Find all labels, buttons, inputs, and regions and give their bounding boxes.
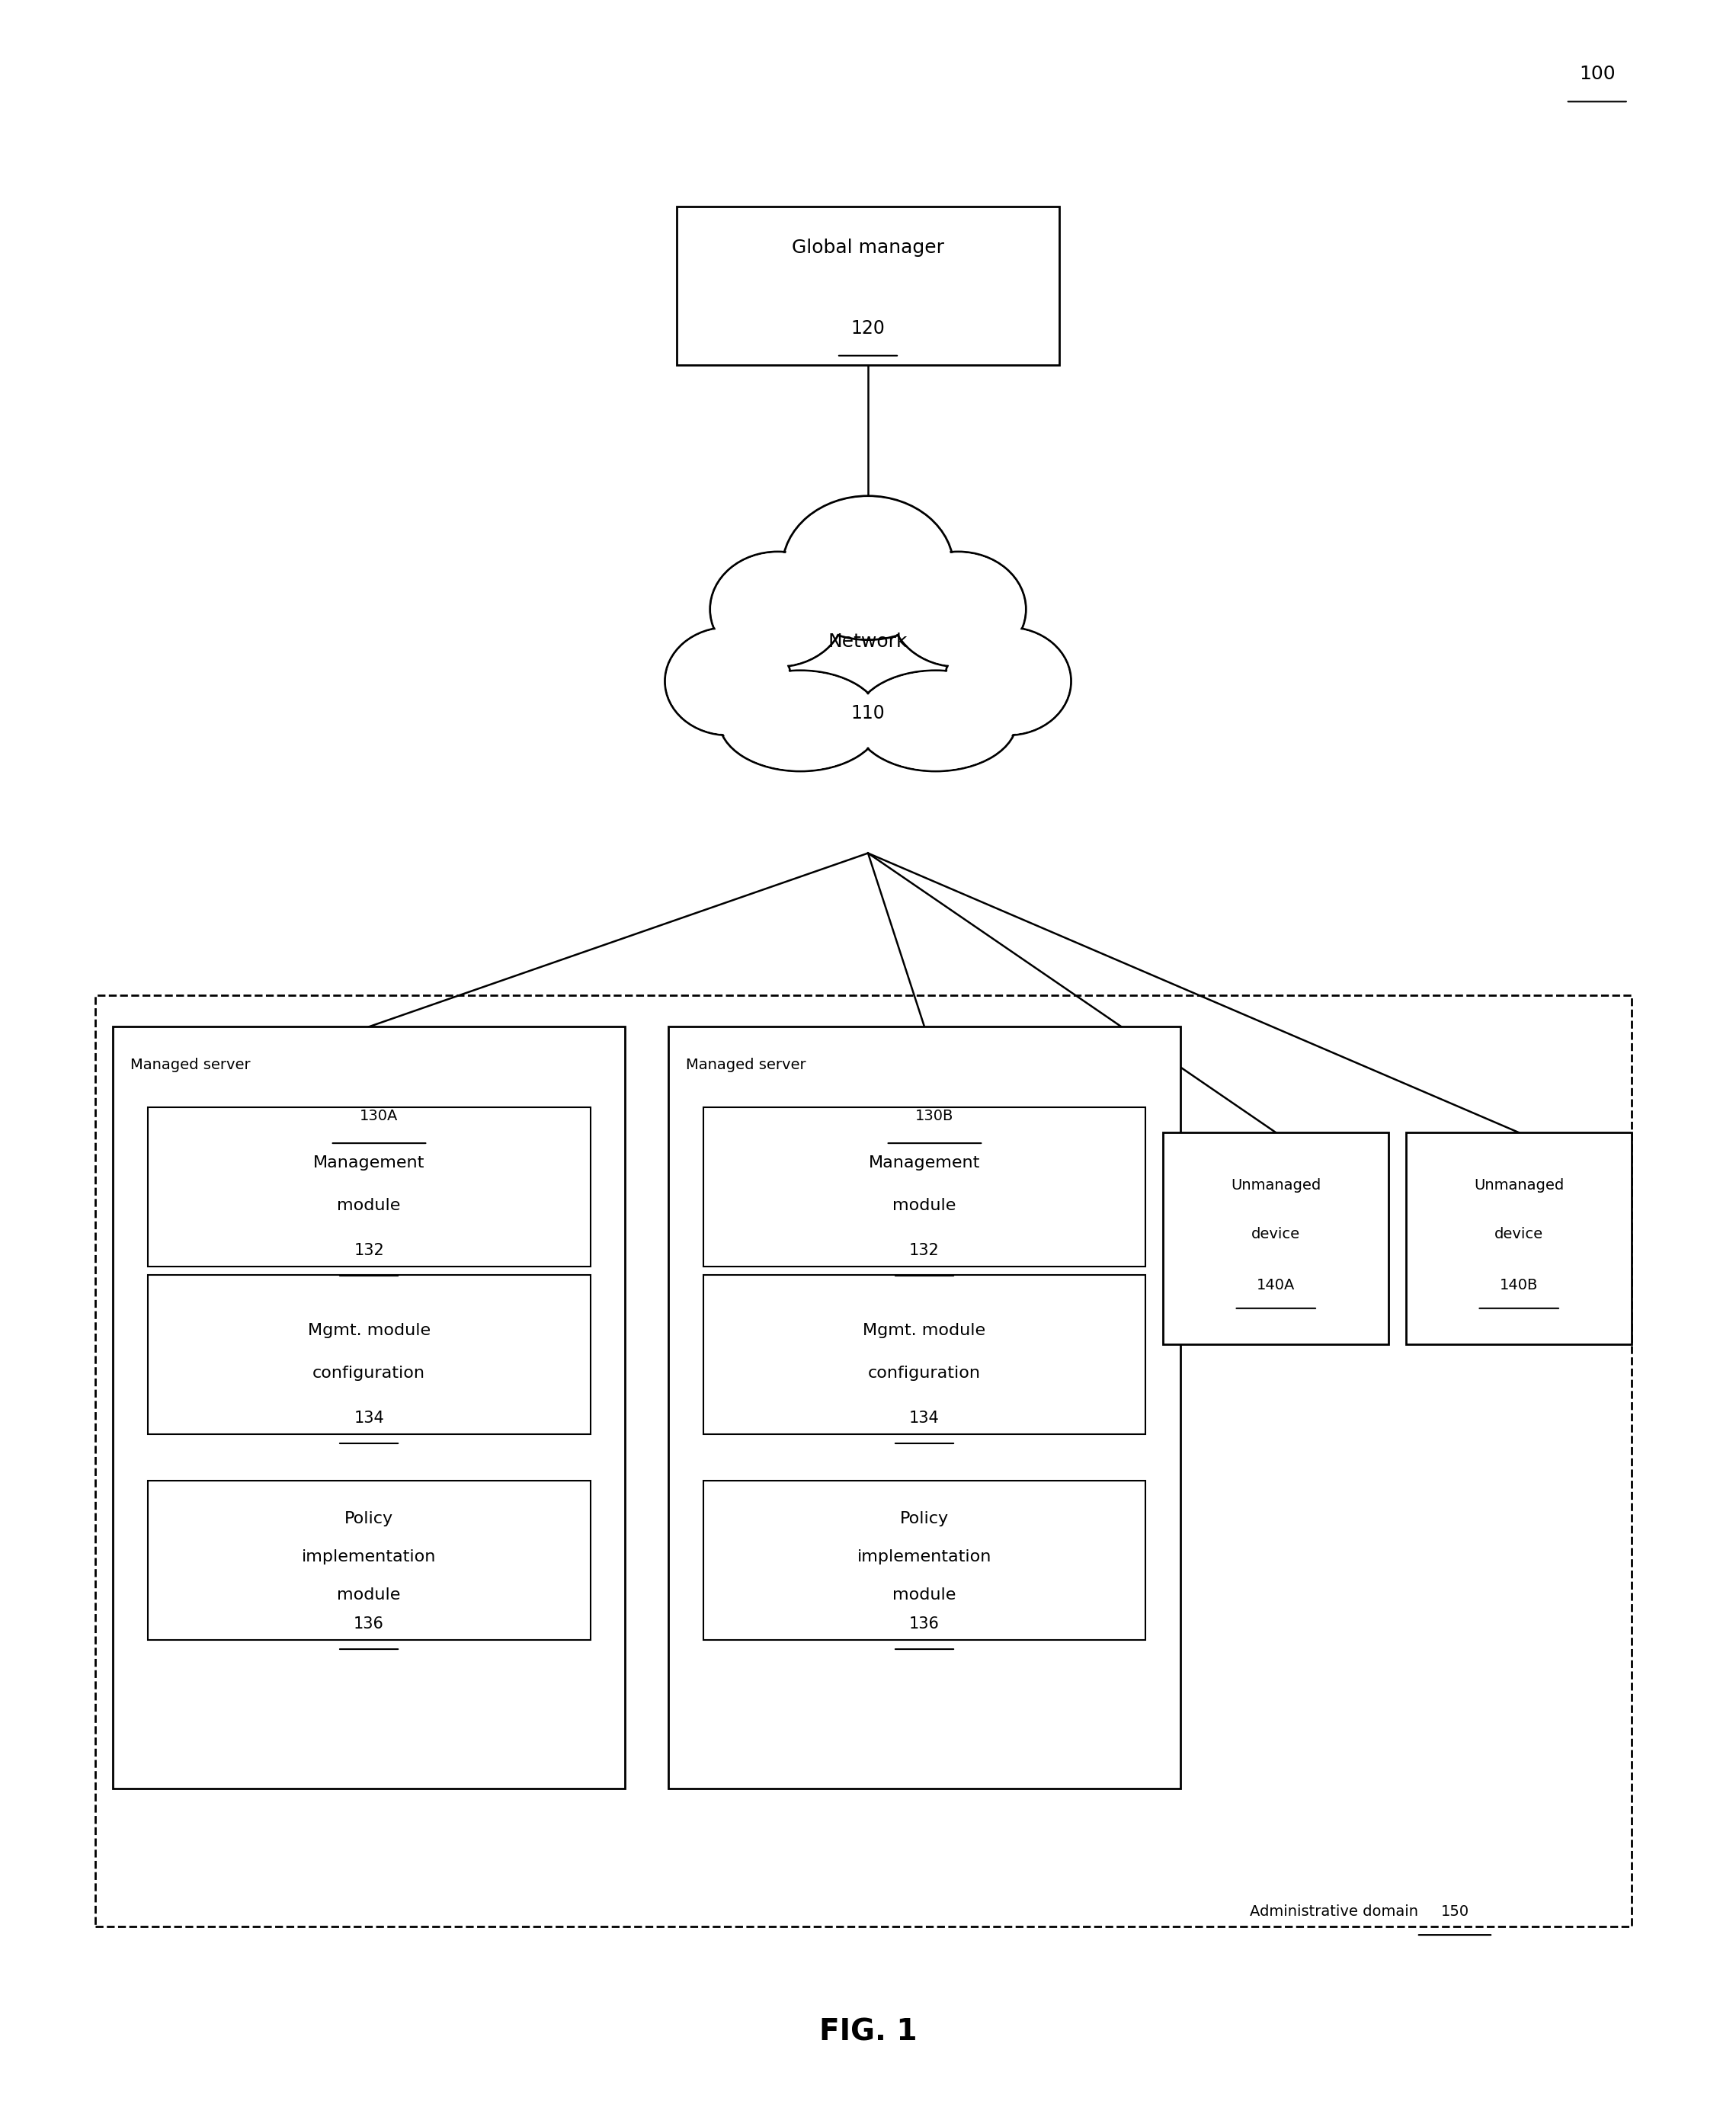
FancyBboxPatch shape	[703, 1482, 1146, 1639]
FancyBboxPatch shape	[703, 1107, 1146, 1266]
Text: 140B: 140B	[1500, 1279, 1538, 1291]
Text: 132: 132	[910, 1243, 939, 1257]
Text: Unmanaged: Unmanaged	[1474, 1179, 1564, 1192]
Ellipse shape	[720, 671, 880, 771]
Text: 134: 134	[910, 1410, 939, 1425]
Ellipse shape	[712, 553, 844, 665]
Ellipse shape	[892, 553, 1024, 665]
Text: Managed server: Managed server	[130, 1058, 250, 1071]
Ellipse shape	[667, 629, 790, 735]
Text: Unmanaged: Unmanaged	[1231, 1179, 1321, 1192]
Text: module: module	[337, 1198, 401, 1213]
Text: 130A: 130A	[359, 1109, 398, 1122]
Ellipse shape	[891, 553, 1026, 667]
Text: module: module	[337, 1588, 401, 1603]
FancyBboxPatch shape	[703, 1274, 1146, 1433]
FancyBboxPatch shape	[148, 1107, 590, 1266]
Text: module: module	[892, 1198, 957, 1213]
Text: implementation: implementation	[858, 1550, 991, 1564]
FancyBboxPatch shape	[1163, 1133, 1389, 1344]
Text: 120: 120	[851, 320, 885, 337]
Text: 140A: 140A	[1257, 1279, 1295, 1291]
Text: Management: Management	[868, 1156, 981, 1171]
Text: 136: 136	[354, 1615, 384, 1632]
Ellipse shape	[783, 495, 953, 639]
Text: configuration: configuration	[312, 1365, 425, 1380]
Text: device: device	[1252, 1228, 1300, 1241]
Text: implementation: implementation	[302, 1550, 436, 1564]
FancyBboxPatch shape	[148, 1274, 590, 1433]
Text: Policy: Policy	[899, 1512, 950, 1526]
FancyBboxPatch shape	[95, 995, 1632, 1926]
Text: Management: Management	[312, 1156, 425, 1171]
FancyBboxPatch shape	[1406, 1133, 1632, 1344]
Ellipse shape	[710, 553, 845, 667]
Text: 100: 100	[1580, 66, 1614, 83]
Text: 150: 150	[1441, 1905, 1469, 1918]
FancyBboxPatch shape	[148, 1482, 590, 1639]
FancyBboxPatch shape	[113, 1027, 625, 1789]
Text: 132: 132	[354, 1243, 384, 1257]
Text: 134: 134	[354, 1410, 384, 1425]
Text: 110: 110	[851, 705, 885, 722]
Ellipse shape	[665, 627, 792, 735]
Ellipse shape	[785, 497, 951, 639]
Ellipse shape	[854, 671, 1017, 771]
Text: FIG. 1: FIG. 1	[819, 2018, 917, 2047]
Text: 130B: 130B	[915, 1109, 953, 1122]
Text: Managed server: Managed server	[686, 1058, 806, 1071]
Text: Administrative domain: Administrative domain	[1250, 1905, 1424, 1918]
Text: Network: Network	[828, 633, 908, 650]
FancyBboxPatch shape	[677, 207, 1059, 364]
Ellipse shape	[719, 671, 882, 771]
Text: module: module	[892, 1588, 957, 1603]
Text: configuration: configuration	[868, 1365, 981, 1380]
Ellipse shape	[944, 627, 1071, 735]
Text: Mgmt. module: Mgmt. module	[307, 1323, 431, 1338]
Text: Policy: Policy	[344, 1512, 394, 1526]
Text: Mgmt. module: Mgmt. module	[863, 1323, 986, 1338]
FancyBboxPatch shape	[668, 1027, 1180, 1789]
Text: Global manager: Global manager	[792, 239, 944, 256]
Ellipse shape	[946, 629, 1069, 735]
Text: 136: 136	[910, 1615, 939, 1632]
Text: device: device	[1495, 1228, 1543, 1241]
Ellipse shape	[856, 671, 1016, 771]
